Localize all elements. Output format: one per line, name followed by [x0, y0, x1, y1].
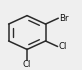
Text: Cl: Cl [58, 42, 66, 51]
Text: Br: Br [59, 14, 68, 23]
Text: Cl: Cl [23, 60, 31, 69]
